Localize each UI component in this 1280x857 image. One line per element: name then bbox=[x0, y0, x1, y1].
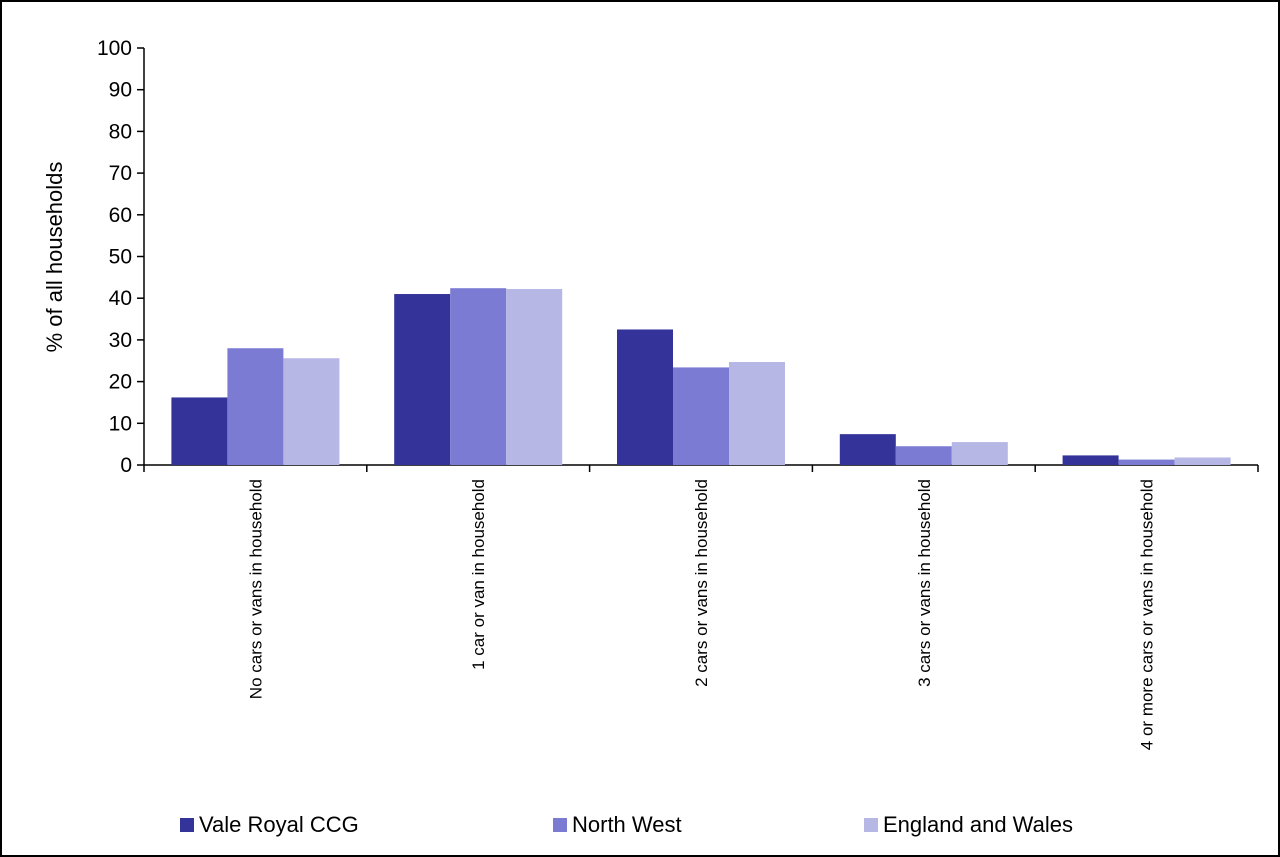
bar bbox=[839, 434, 896, 465]
category-labels: No cars or vans in household 1 car or van… bbox=[246, 479, 1156, 750]
y-axis: 0 10 20 30 40 50 60 70 80 90 100 bbox=[97, 37, 145, 477]
bar bbox=[450, 288, 507, 465]
bar bbox=[1062, 455, 1119, 465]
bar bbox=[617, 329, 673, 465]
bar bbox=[729, 362, 785, 465]
bar bbox=[506, 289, 563, 465]
x-tick-label: 2 cars or vans in household bbox=[692, 479, 711, 687]
y-tick-label: 20 bbox=[109, 371, 132, 394]
bar bbox=[673, 367, 729, 465]
x-tick-label: 4 or more cars or vans in household bbox=[1138, 479, 1157, 750]
legend-label: Vale Royal CCG bbox=[199, 812, 359, 837]
y-tick-label: 90 bbox=[109, 79, 132, 102]
bar bbox=[283, 358, 340, 465]
bar bbox=[1118, 459, 1175, 465]
bar bbox=[1174, 457, 1231, 465]
y-axis-title: % of all households bbox=[42, 162, 67, 353]
legend-swatch bbox=[553, 818, 567, 832]
y-tick-label: 50 bbox=[109, 246, 132, 269]
y-tick-label: 30 bbox=[109, 329, 132, 352]
legend-item: Vale Royal CCG bbox=[180, 812, 359, 837]
legend-item: North West bbox=[553, 812, 682, 837]
y-tick-label: 60 bbox=[109, 204, 132, 227]
x-tick-label: 3 cars or vans in household bbox=[915, 479, 934, 687]
bars bbox=[171, 288, 1231, 465]
bar bbox=[895, 446, 952, 465]
x-axis bbox=[143, 464, 1259, 472]
y-tick-label: 100 bbox=[97, 37, 132, 60]
bar bbox=[394, 294, 451, 465]
bar bbox=[951, 442, 1008, 465]
legend-item: England and Wales bbox=[864, 812, 1073, 837]
legend-label: North West bbox=[572, 812, 682, 837]
y-tick-label: 40 bbox=[109, 287, 132, 310]
x-tick-label: No cars or vans in household bbox=[246, 479, 265, 699]
y-tick-label: 70 bbox=[109, 162, 132, 185]
legend-label: England and Wales bbox=[883, 812, 1073, 837]
y-tick-label: 0 bbox=[120, 454, 132, 477]
x-tick-label: 1 car or van in household bbox=[469, 479, 488, 670]
bar bbox=[227, 348, 284, 465]
legend: Vale Royal CCG North West England and Wale… bbox=[180, 812, 1073, 837]
y-tick-label: 80 bbox=[109, 120, 132, 143]
legend-swatch bbox=[180, 818, 194, 832]
legend-swatch bbox=[864, 818, 878, 832]
bar bbox=[171, 397, 228, 465]
y-tick-label: 10 bbox=[109, 412, 132, 435]
